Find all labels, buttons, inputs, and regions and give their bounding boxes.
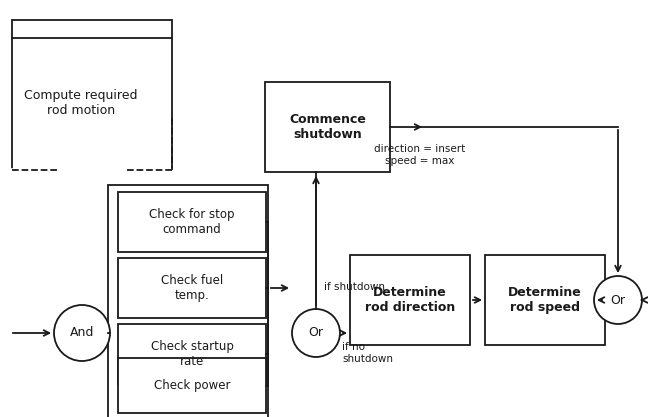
Text: direction = insert
speed = max: direction = insert speed = max bbox=[375, 144, 466, 166]
Text: if shutdown: if shutdown bbox=[324, 282, 385, 292]
Bar bbox=[118, 324, 266, 384]
Text: Compute required
rod motion: Compute required rod motion bbox=[24, 89, 137, 117]
Circle shape bbox=[594, 276, 642, 324]
Text: Check startup
rate: Check startup rate bbox=[150, 340, 233, 368]
Bar bbox=[12, 20, 172, 170]
Bar bbox=[265, 82, 390, 172]
Text: And: And bbox=[70, 327, 94, 339]
Circle shape bbox=[292, 309, 340, 357]
Bar bbox=[485, 255, 605, 345]
Bar bbox=[118, 358, 266, 413]
Text: Determine
rod speed: Determine rod speed bbox=[508, 286, 582, 314]
Bar bbox=[108, 185, 268, 417]
Text: Check power: Check power bbox=[154, 379, 230, 392]
Text: Check for stop
command: Check for stop command bbox=[149, 208, 235, 236]
Text: if no
shutdown: if no shutdown bbox=[342, 342, 393, 364]
Text: Or: Or bbox=[610, 294, 625, 306]
Bar bbox=[118, 192, 266, 252]
Text: Or: Or bbox=[308, 327, 323, 339]
Text: Check fuel
temp.: Check fuel temp. bbox=[161, 274, 223, 302]
Text: Determine
rod direction: Determine rod direction bbox=[365, 286, 455, 314]
Text: Commence
shutdown: Commence shutdown bbox=[289, 113, 366, 141]
Bar bbox=[118, 258, 266, 318]
Circle shape bbox=[54, 305, 110, 361]
Bar bbox=[350, 255, 470, 345]
